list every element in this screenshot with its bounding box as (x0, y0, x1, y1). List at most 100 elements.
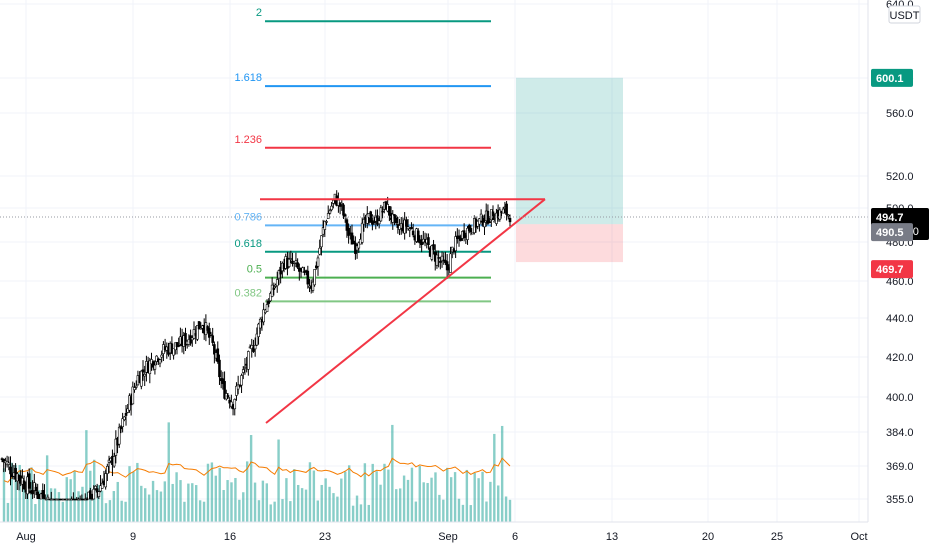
candle-body (507, 214, 510, 217)
price-tick-label: 355.0 (886, 494, 914, 506)
volume-bar (2, 468, 6, 522)
candle-body (427, 237, 430, 246)
candle-body (100, 482, 104, 489)
candle-body (508, 217, 512, 223)
candle-body (247, 351, 250, 370)
volume-bar (136, 462, 139, 522)
candle-body (230, 401, 233, 407)
candle-body (469, 228, 473, 233)
volume-bar (293, 469, 296, 522)
volume-bar (124, 501, 127, 522)
candle-body (211, 335, 214, 343)
candle-body (345, 219, 349, 231)
candle-body (133, 387, 136, 391)
volume-bar (238, 499, 241, 522)
time-tick-label: 9 (130, 531, 136, 543)
volume-bar (422, 482, 425, 522)
candle-body (350, 232, 354, 245)
volume-bar (77, 491, 80, 522)
volume-bar (100, 490, 104, 522)
candle-body (501, 208, 505, 214)
price-tick-label: 440.0 (886, 313, 914, 325)
candle-body (416, 230, 420, 243)
volume-bar (187, 483, 190, 522)
volume-bar (344, 471, 347, 522)
candle-body (258, 318, 262, 329)
candle-body (454, 236, 457, 252)
volume-bar (183, 501, 186, 522)
time-axis[interactable]: Aug 9 16 23 Sep 6 13 20 25 Oct (16, 531, 867, 543)
volume-bar (30, 467, 33, 522)
candle-body (342, 204, 345, 216)
candle-body (289, 258, 293, 260)
volume-bar (296, 484, 300, 522)
volume-bar (195, 485, 198, 522)
volume-bar (269, 504, 272, 522)
candle-body (119, 426, 123, 430)
candle-body (134, 385, 138, 388)
time-tick-label: 6 (512, 531, 518, 543)
price-tick-label: 384.0 (886, 427, 914, 439)
volume-bar (414, 501, 418, 522)
candle-body (90, 498, 94, 501)
candle-body (326, 213, 330, 219)
currency-label[interactable]: USDT (888, 5, 921, 24)
fibonacci-levels[interactable]: 2 1.618 1.236 0.786 0.618 0.5 0.382 (234, 7, 491, 303)
volume-bar (481, 471, 484, 522)
volume-bar (191, 483, 194, 522)
candle-body (481, 215, 485, 226)
candle-body (197, 321, 201, 330)
candle-body (466, 227, 469, 240)
fib-level-label: 0.5 (247, 264, 262, 276)
loss-zone (516, 224, 623, 263)
candle-body (252, 347, 255, 352)
volume-bar (155, 490, 159, 522)
volume-bar (504, 496, 508, 522)
volume-bar (434, 472, 437, 522)
volume-bar (461, 504, 465, 522)
volume-bar (57, 492, 61, 522)
volume-bar (6, 502, 10, 522)
position-zones[interactable] (516, 77, 623, 263)
candle-body (287, 258, 291, 267)
candle-body (41, 490, 45, 498)
candle-body (89, 490, 92, 500)
price-tick-label: 520.0 (886, 171, 914, 183)
candle-body (449, 253, 452, 273)
triangle-pattern[interactable] (260, 198, 546, 424)
candle-body (381, 210, 384, 213)
volume-bar (277, 439, 280, 522)
candle-body (306, 270, 310, 285)
candle-body (32, 482, 36, 491)
volume-bar (53, 488, 57, 522)
candle-body (243, 366, 247, 369)
candle-body (313, 269, 316, 286)
volume-bar (426, 483, 429, 522)
volume-bar (395, 489, 398, 522)
fib-level-label: 1.236 (234, 134, 262, 146)
volume-bar (81, 486, 84, 522)
volume-bar (104, 503, 108, 522)
volume-bar (453, 472, 457, 522)
volume-bar (120, 500, 123, 522)
candle-body (27, 473, 31, 489)
candle-body (365, 213, 369, 224)
candle-body (22, 480, 26, 490)
volume-bar (391, 424, 394, 522)
candle-body (97, 491, 101, 497)
candle-body (320, 235, 323, 248)
volume-bar (300, 488, 304, 522)
volume-bar (214, 475, 218, 522)
volume-bar (457, 498, 461, 522)
candle-body (143, 374, 147, 377)
time-tick-label: 16 (224, 531, 236, 543)
volume-bar (442, 499, 445, 522)
candle-body (430, 245, 434, 260)
volume-bar (85, 430, 88, 522)
grid-lines (0, 0, 868, 522)
fib-level-label: 0.786 (234, 211, 262, 223)
volume-bar (61, 501, 65, 522)
candle-body (478, 218, 481, 225)
candle-body (158, 359, 162, 364)
